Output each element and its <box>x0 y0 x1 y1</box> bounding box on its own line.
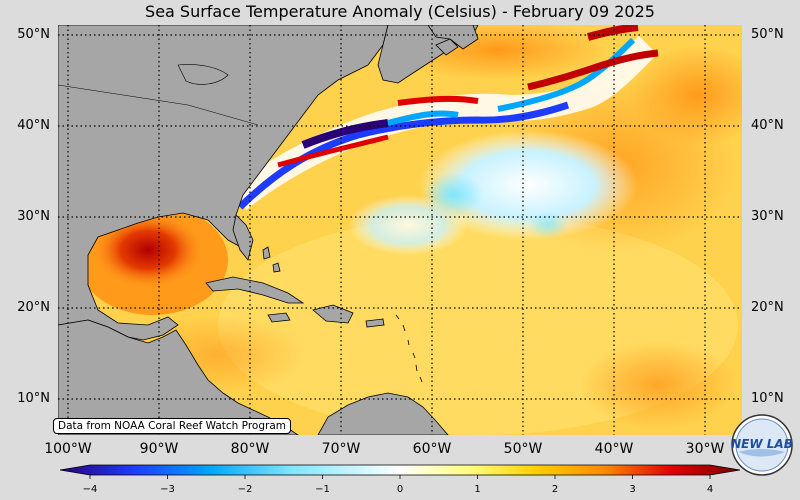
svg-text:NEW LAB: NEW LAB <box>731 437 793 451</box>
lesser-antilles <box>395 314 423 383</box>
lat-label-right-50n: 50°N <box>751 27 784 42</box>
warm-filament-top <box>586 25 639 41</box>
lon-label-40w: 40°W <box>594 441 634 457</box>
colorbar-tick-label: −4 <box>82 484 98 495</box>
hispaniola-island <box>312 304 354 324</box>
lat-label-right-20n: 20°N <box>751 300 784 315</box>
state-border <box>58 84 259 126</box>
land-group <box>58 25 479 435</box>
lat-label-left-50n: 50°N <box>17 27 50 42</box>
state-border-hint <box>177 64 229 85</box>
warm-anomaly-northeast <box>628 45 742 145</box>
cuba-island <box>205 276 305 304</box>
south-america-landmass <box>317 392 449 435</box>
lat-label-left-30n: 30°N <box>17 209 50 224</box>
lat-label-right-40n: 40°N <box>751 118 784 133</box>
lat-label-left-10n: 10°N <box>17 391 50 406</box>
lat-label-right-30n: 30°N <box>751 209 784 224</box>
cold-filament-east <box>387 110 459 126</box>
puerto-rico-island <box>365 318 385 328</box>
colorbar-tick-label: 3 <box>629 484 636 495</box>
colorbar: −4 −3 −2 −1 0 1 2 3 4 <box>59 462 741 498</box>
colorbar-gradient <box>59 464 741 476</box>
colorbar-tick-label: 1 <box>474 484 481 495</box>
warm-filament-south <box>277 134 389 168</box>
gulf-stream-cold-filament <box>237 101 570 210</box>
colorbar-tick-label: 2 <box>551 484 559 495</box>
map-canvas <box>58 25 742 435</box>
bahamas-island-2 <box>272 262 281 273</box>
cool-patch-cyan <box>423 173 483 217</box>
cool-patch-small <box>528 211 568 239</box>
graticule <box>58 25 742 435</box>
colorbar-tick-label: 4 <box>706 484 714 495</box>
colorbar-tick-label: −3 <box>160 484 175 495</box>
nova-scotia <box>435 38 459 56</box>
lat-label-right-10n: 10°N <box>751 391 784 406</box>
colorbar-tick-marks <box>89 475 711 479</box>
warm-anomaly-southeast <box>578 340 738 430</box>
lon-label-80w: 80°W <box>230 441 270 457</box>
jamaica-island <box>267 312 291 323</box>
neutral-patch-central <box>418 130 638 240</box>
warm-filament-northeast <box>527 49 659 91</box>
lon-label-30w: 30°W <box>685 441 725 457</box>
north-cold-filament <box>497 37 636 112</box>
data-credit-label: Data from NOAA Coral Reef Watch Program <box>53 418 291 434</box>
lon-label-90w: 90°W <box>139 441 179 457</box>
florida-peninsula <box>232 214 254 261</box>
lat-label-left-20n: 20°N <box>17 300 50 315</box>
lon-label-70w: 70°W <box>321 441 361 457</box>
lat-label-left-40n: 40°N <box>17 118 50 133</box>
newlab-logo: NEW LAB <box>731 414 793 476</box>
newfoundland-island <box>427 25 479 50</box>
colorbar-tick-label: −1 <box>315 484 330 495</box>
warm-filament-north <box>397 95 479 106</box>
bahamas-island <box>262 246 271 260</box>
cold-core-filament <box>301 119 389 149</box>
gulf-of-mexico-hot-core <box>93 212 203 288</box>
sst-anomaly-map <box>58 25 742 435</box>
lon-label-50w: 50°W <box>503 441 543 457</box>
lon-label-100w: 100°W <box>44 441 92 457</box>
lon-label-60w: 60°W <box>412 441 452 457</box>
map-title: Sea Surface Temperature Anomaly (Celsius… <box>145 2 655 21</box>
colorbar-tick-label: 0 <box>396 484 404 495</box>
colorbar-tick-label: −2 <box>237 484 253 495</box>
colorbar-svg <box>59 464 741 479</box>
